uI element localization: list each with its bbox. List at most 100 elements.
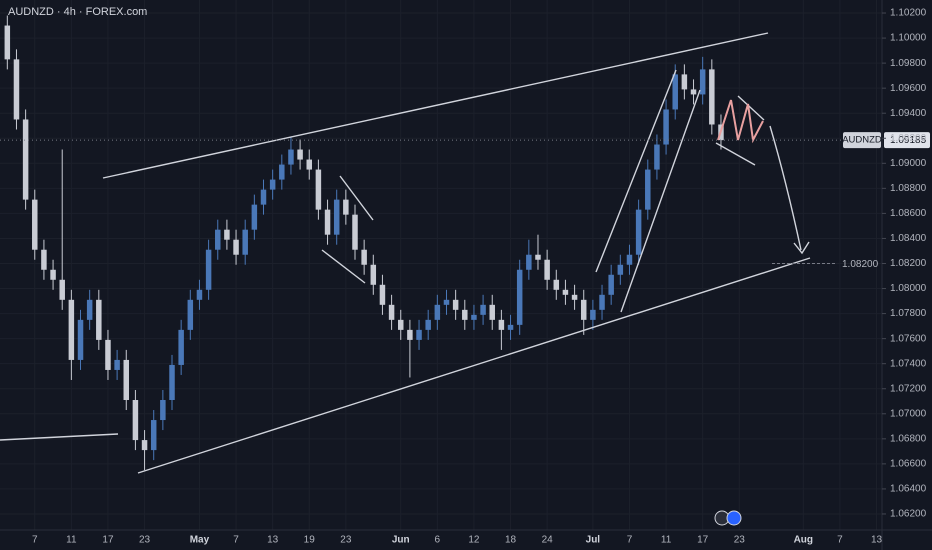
rising-channel-line: [595, 69, 677, 273]
candle-body: [22, 119, 29, 200]
candle-body: [4, 25, 11, 60]
candle-body: [224, 229, 230, 240]
candle-body: [333, 199, 340, 235]
candle-body: [242, 229, 248, 255]
drawings: [0, 32, 811, 474]
candle-body: [141, 440, 148, 451]
candle-body: [672, 74, 678, 110]
upper-channel-line: [102, 32, 769, 179]
x-tick-label: 23: [139, 535, 151, 546]
candle-body: [681, 74, 688, 90]
candle-body: [434, 304, 441, 320]
candle-body: [160, 400, 166, 421]
x-tick-label: Jun: [392, 535, 410, 546]
y-tick-label: 1.08000: [890, 283, 927, 294]
candle-body: [196, 289, 203, 300]
grid: [0, 0, 882, 530]
y-tick-label: 1.08600: [890, 208, 927, 219]
candle-body: [324, 209, 331, 235]
candle-body: [480, 304, 486, 315]
candle-body: [535, 254, 541, 260]
candle-body: [32, 199, 38, 250]
x-tick-label: 13: [267, 535, 279, 546]
candle-body: [105, 339, 111, 370]
y-tick-label: 1.07200: [890, 383, 927, 394]
x-tick-label: 11: [66, 535, 77, 546]
candle-body: [96, 299, 102, 340]
x-tick-label: 17: [102, 535, 114, 546]
candles: [4, 15, 724, 471]
last-price-box: [884, 132, 930, 149]
candle-body: [617, 264, 624, 275]
y-tick-label: 1.07000: [890, 408, 927, 419]
candle-body: [562, 289, 569, 295]
y-tick-label: 1.10200: [890, 8, 927, 19]
candle-body: [150, 420, 157, 451]
projection-arrow: [769, 125, 802, 251]
candle-body: [114, 359, 120, 370]
arrow-head: [793, 241, 810, 255]
candle-body: [215, 229, 221, 250]
y-tick-label: 1.10000: [890, 33, 927, 44]
candle-body: [379, 284, 386, 305]
candle-body: [645, 169, 651, 210]
lower-channel-line: [137, 257, 811, 474]
candle-body: [205, 249, 212, 290]
candle-body: [443, 299, 450, 305]
candle-body: [654, 144, 660, 170]
candle-body: [471, 314, 477, 320]
x-tick-label: 12: [468, 535, 480, 546]
candle-body: [297, 149, 303, 160]
candle-body: [663, 109, 669, 145]
candle-body: [407, 329, 413, 340]
candle-body: [288, 149, 294, 165]
flag-line: [715, 142, 756, 166]
flag-line: [339, 175, 374, 221]
candle-body: [699, 69, 706, 95]
x-tick-label: 23: [734, 535, 746, 546]
y-tick-label: 1.06600: [890, 459, 927, 470]
candle-body: [544, 259, 550, 280]
candle-body: [516, 269, 523, 325]
candle-body: [571, 294, 578, 300]
candle-body: [507, 324, 514, 330]
candle-body: [178, 329, 184, 365]
candle-body: [425, 319, 431, 330]
candle-body: [388, 304, 395, 320]
y-tick-label: 1.08400: [890, 233, 927, 244]
candle-body: [77, 319, 84, 360]
candle-body: [306, 159, 312, 170]
candle-body: [462, 309, 468, 320]
symbol-label: AUDNZD: [842, 135, 882, 146]
x-tick-label: 13: [871, 535, 883, 546]
last-price-label: 1.09185: [890, 135, 927, 146]
candle-body: [370, 264, 377, 285]
flag-line: [321, 249, 366, 284]
x-tick-label: 7: [627, 535, 633, 546]
x-tick-label: 18: [505, 535, 517, 546]
candle-body: [709, 69, 715, 125]
candle-body: [132, 400, 139, 441]
candle-body: [352, 214, 358, 250]
candle-body: [452, 299, 459, 310]
icon[interactable]: [726, 510, 742, 526]
x-tick-label: 7: [837, 535, 843, 546]
toolbar-icons: [714, 510, 742, 526]
target-label: 1.08200: [842, 259, 879, 270]
projected-zigzag: [717, 99, 764, 144]
candle-body: [315, 169, 322, 210]
y-tick-label: 1.06400: [890, 484, 927, 495]
x-tick-label: 19: [304, 535, 316, 546]
x-tick-label: 6: [435, 535, 441, 546]
candle-body: [690, 89, 697, 95]
candle-body: [416, 329, 422, 340]
flag-line: [737, 95, 765, 121]
y-tick-label: 1.08200: [890, 258, 927, 269]
y-tick-label: 1.09400: [890, 108, 927, 119]
candle-body: [187, 299, 194, 330]
x-tick-label: May: [190, 535, 210, 546]
y-tick-label: 1.06200: [890, 509, 927, 520]
x-tick-label: 7: [32, 535, 38, 546]
candle-body: [86, 299, 93, 320]
